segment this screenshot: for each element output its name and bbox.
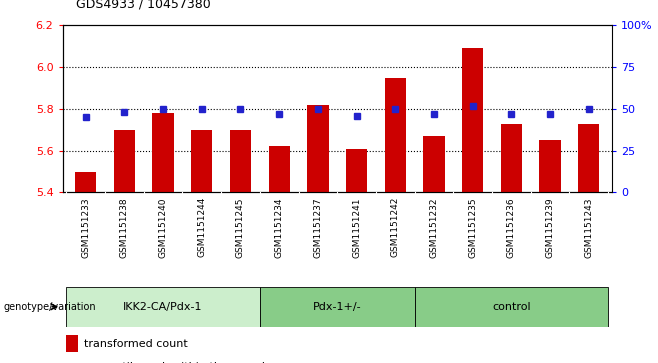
Bar bbox=[578, 123, 599, 192]
Text: GSM1151242: GSM1151242 bbox=[391, 197, 400, 257]
Text: GSM1151235: GSM1151235 bbox=[468, 197, 477, 258]
Bar bbox=[540, 140, 561, 192]
Bar bbox=[260, 287, 415, 327]
Bar bbox=[114, 130, 135, 192]
Text: control: control bbox=[492, 302, 530, 312]
Text: transformed count: transformed count bbox=[84, 339, 188, 348]
Bar bbox=[385, 78, 406, 192]
Text: genotype/variation: genotype/variation bbox=[3, 302, 96, 312]
Bar bbox=[66, 287, 260, 327]
Bar bbox=[346, 148, 367, 192]
Text: GSM1151243: GSM1151243 bbox=[584, 197, 594, 258]
Text: GSM1151234: GSM1151234 bbox=[274, 197, 284, 258]
Bar bbox=[191, 130, 213, 192]
Text: IKK2-CA/Pdx-1: IKK2-CA/Pdx-1 bbox=[123, 302, 203, 312]
Bar bbox=[462, 48, 483, 192]
Bar bbox=[415, 287, 608, 327]
Text: GSM1151237: GSM1151237 bbox=[313, 197, 322, 258]
Text: GSM1151245: GSM1151245 bbox=[236, 197, 245, 258]
Text: Pdx-1+/-: Pdx-1+/- bbox=[313, 302, 361, 312]
Bar bbox=[307, 105, 328, 192]
Bar bbox=[501, 123, 522, 192]
Bar bbox=[268, 147, 290, 192]
Text: GSM1151244: GSM1151244 bbox=[197, 197, 207, 257]
Bar bbox=[153, 113, 174, 192]
Bar bbox=[423, 136, 445, 192]
Text: GSM1151233: GSM1151233 bbox=[81, 197, 90, 258]
Text: percentile rank within the sample: percentile rank within the sample bbox=[84, 362, 272, 363]
Text: GSM1151239: GSM1151239 bbox=[545, 197, 555, 258]
Bar bbox=[75, 172, 96, 192]
Text: GSM1151238: GSM1151238 bbox=[120, 197, 129, 258]
Text: GSM1151241: GSM1151241 bbox=[352, 197, 361, 258]
Text: GSM1151232: GSM1151232 bbox=[430, 197, 438, 258]
Bar bbox=[230, 130, 251, 192]
Bar bbox=[66, 335, 78, 351]
Text: GDS4933 / 10457380: GDS4933 / 10457380 bbox=[76, 0, 211, 11]
Text: GSM1151236: GSM1151236 bbox=[507, 197, 516, 258]
Text: GSM1151240: GSM1151240 bbox=[159, 197, 168, 258]
